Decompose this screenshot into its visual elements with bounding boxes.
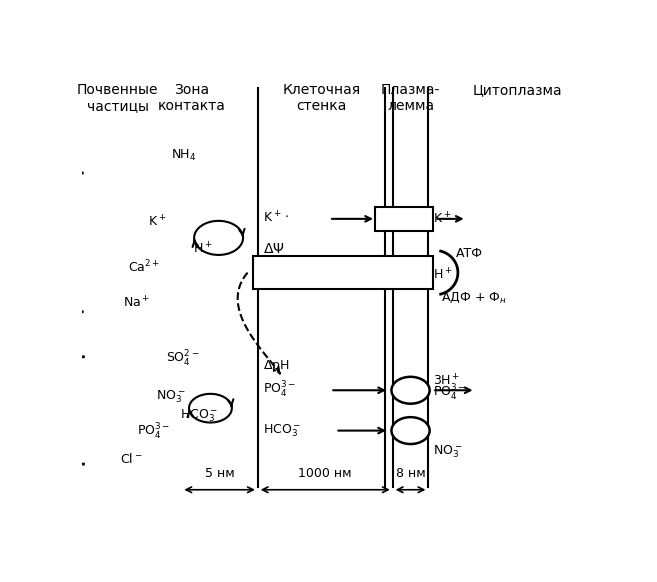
Text: SO$_4^{2-}$: SO$_4^{2-}$ bbox=[166, 349, 200, 369]
Text: 8 нм: 8 нм bbox=[396, 467, 426, 480]
Text: Почвенные
частицы: Почвенные частицы bbox=[77, 83, 158, 113]
Ellipse shape bbox=[392, 417, 430, 444]
Bar bbox=[375, 207, 434, 231]
Text: 1000 нм: 1000 нм bbox=[298, 467, 352, 480]
Text: K$^+$: K$^+$ bbox=[148, 215, 167, 230]
Text: H$^+$: H$^+$ bbox=[263, 266, 283, 281]
Text: $\Delta$pH: $\Delta$pH bbox=[263, 357, 290, 374]
Text: Зона
контакта: Зона контакта bbox=[158, 83, 225, 113]
Text: Na$^+$: Na$^+$ bbox=[123, 295, 150, 311]
Text: NO$_3^-$: NO$_3^-$ bbox=[434, 443, 463, 460]
Text: АТФ: АТФ bbox=[457, 247, 484, 260]
Text: HCO$_3^-$: HCO$_3^-$ bbox=[180, 407, 218, 424]
Text: Цитоплазма: Цитоплазма bbox=[472, 83, 562, 97]
Text: NO$_3^-$: NO$_3^-$ bbox=[156, 389, 185, 405]
Text: 3H$^+$: 3H$^+$ bbox=[434, 374, 461, 389]
Text: H$^+$: H$^+$ bbox=[193, 242, 213, 257]
Ellipse shape bbox=[392, 377, 430, 404]
Text: $\Delta\Psi$: $\Delta\Psi$ bbox=[263, 242, 284, 256]
Text: K$^+$: K$^+$ bbox=[434, 211, 452, 226]
Text: Плазма-
лемма: Плазма- лемма bbox=[381, 83, 440, 113]
Text: PO$_4^{3-}$: PO$_4^{3-}$ bbox=[434, 384, 466, 403]
Text: Cl$^-$: Cl$^-$ bbox=[120, 452, 143, 466]
Bar bbox=[253, 256, 434, 289]
Text: PO$_4^{3-}$: PO$_4^{3-}$ bbox=[137, 422, 170, 442]
Text: NH$_4$: NH$_4$ bbox=[171, 147, 196, 162]
Text: Ca$^{2+}$: Ca$^{2+}$ bbox=[128, 259, 160, 275]
Text: АДФ + Ф$_н$: АДФ + Ф$_н$ bbox=[441, 292, 507, 306]
Text: K$^+\cdot$: K$^+\cdot$ bbox=[263, 210, 289, 225]
Text: PO$_4^{3-}$: PO$_4^{3-}$ bbox=[263, 380, 296, 400]
Text: Клеточная
стенка: Клеточная стенка bbox=[283, 83, 361, 113]
Text: H$^+$: H$^+$ bbox=[434, 268, 453, 283]
Text: HCO$_3^-$: HCO$_3^-$ bbox=[263, 423, 301, 439]
Text: 5 нм: 5 нм bbox=[205, 467, 235, 480]
